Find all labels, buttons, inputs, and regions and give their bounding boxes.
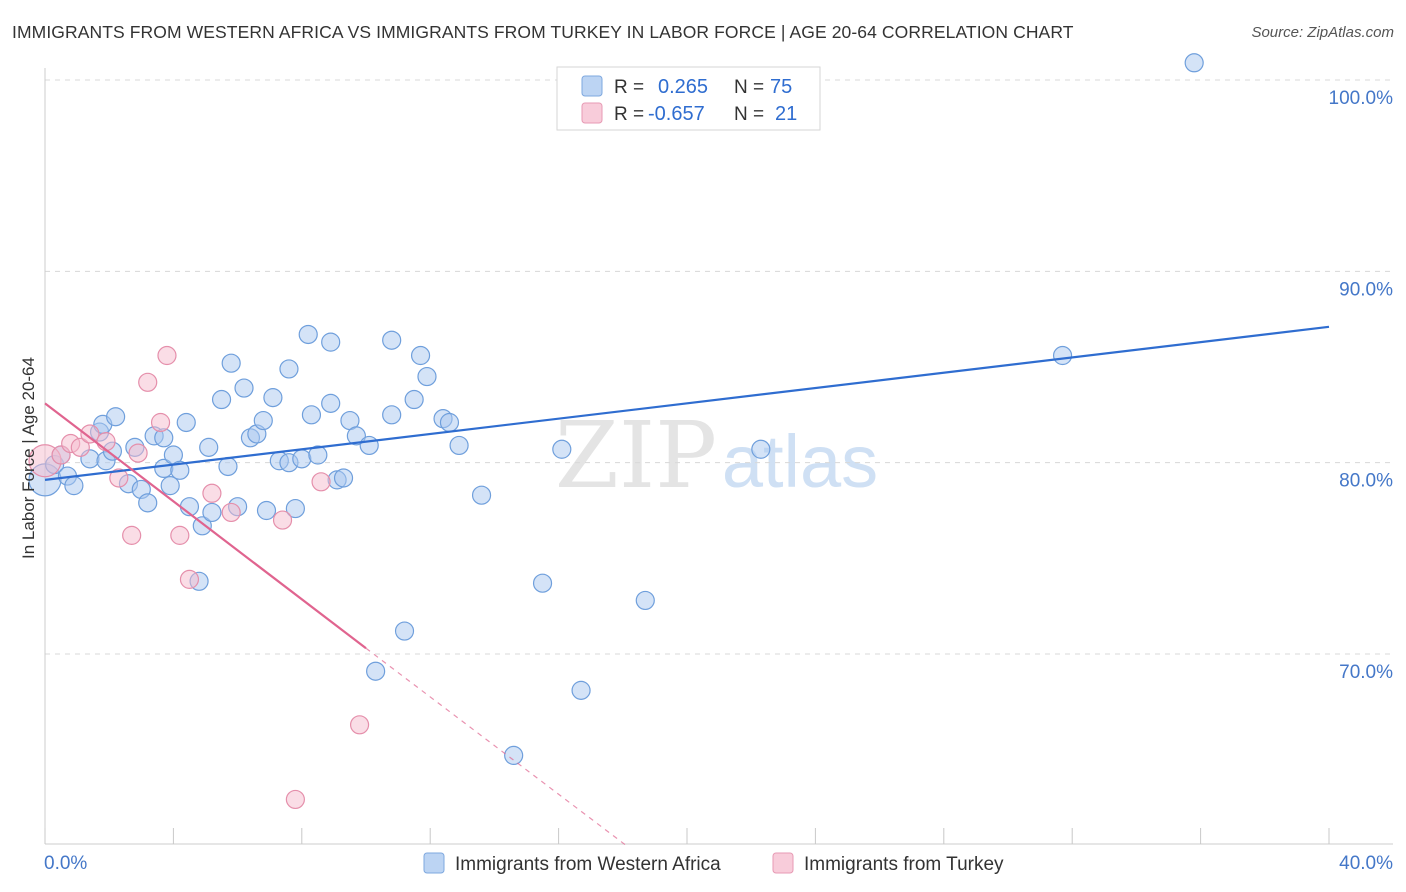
bottom-legend-label-western-africa: Immigrants from Western Africa: [455, 854, 721, 875]
turkey-point-19: [349, 715, 370, 735]
bottom-legend-swatch-turkey: [772, 852, 794, 874]
legend-swatch-western-africa: [581, 75, 603, 97]
western-africa-point-48: [333, 468, 354, 488]
turkey-point-7: [122, 525, 142, 545]
watermark-zip: ZIP: [555, 402, 717, 509]
trend-line-western-africa: [44, 325, 1330, 481]
western-africa-point-46: [321, 393, 341, 413]
western-africa-point-65: [552, 439, 572, 459]
western-africa-point-52: [366, 661, 386, 681]
legend-n-label-1: N =: [734, 77, 764, 98]
western-africa-point-21: [176, 412, 196, 433]
turkey-point-6: [109, 468, 129, 488]
western-africa-point-18: [160, 476, 180, 496]
y-tick-labels: 70.0% 80.0% 90.0% 100.0%: [1329, 88, 1394, 683]
western-africa-point-25: [199, 437, 219, 457]
turkey-point-9: [138, 372, 158, 392]
western-africa-point-20: [170, 460, 190, 480]
y-tick-label-2: 90.0%: [1339, 279, 1393, 300]
western-africa-point-26: [202, 502, 222, 523]
turkey-point-3: [70, 437, 90, 457]
western-africa-point-40: [285, 498, 305, 519]
bottom-legend-label-turkey: Immigrants from Turkey: [804, 854, 1004, 875]
western-africa-point-10: [106, 407, 126, 427]
y-tick-label-1: 80.0%: [1339, 471, 1393, 492]
western-africa-point-54: [382, 405, 402, 425]
western-africa-point-45: [321, 332, 341, 352]
western-africa-point-53: [382, 330, 402, 350]
western-africa-point-36: [263, 388, 283, 408]
y-tick-label-0: 70.0%: [1339, 662, 1393, 683]
western-africa-point-69: [1052, 345, 1073, 366]
western-africa-point-42: [298, 324, 318, 345]
western-africa-point-34: [253, 410, 273, 431]
legend: R = 0.265 N = 75 R = -0.657 N = 21: [556, 66, 821, 131]
turkey-point-14: [202, 483, 222, 503]
western-africa-point-67: [635, 590, 655, 611]
gridlines: [45, 79, 1393, 655]
turkey-point-11: [157, 345, 177, 366]
trend-lines: [44, 325, 1330, 846]
western-africa-point-60: [439, 412, 460, 433]
legend-swatch-turkey: [581, 102, 603, 124]
y-tick-label-3: 100.0%: [1329, 88, 1394, 109]
western-africa-point-61: [449, 435, 469, 456]
western-africa-point-57: [410, 345, 431, 366]
western-africa-point-68: [751, 439, 771, 459]
watermark-atlas: atlas: [722, 420, 878, 503]
western-africa-point-63: [504, 745, 524, 766]
western-africa-point-28: [218, 456, 238, 477]
x-tick-label-max: 40.0%: [1339, 853, 1393, 874]
turkey-point-13: [179, 569, 200, 589]
western-africa-point-56: [404, 389, 424, 410]
legend-r-value-2: -0.657: [648, 103, 705, 125]
western-africa-point-31: [234, 378, 254, 398]
western-africa-point-50: [346, 426, 366, 446]
turkey-point-10: [150, 412, 171, 433]
western-africa-point-58: [417, 366, 437, 387]
turkey-point-5: [96, 432, 116, 452]
chart-title: IMMIGRANTS FROM WESTERN AFRICA VS IMMIGR…: [12, 22, 1074, 42]
western-africa-point-4: [64, 476, 84, 496]
turkey-point-4: [80, 424, 100, 444]
turkey-point-16: [272, 510, 293, 530]
chart-source: Source: ZipAtlas.com: [1251, 24, 1394, 41]
legend-n-value-2: 21: [775, 103, 797, 125]
western-africa-point-70: [1184, 53, 1204, 73]
western-africa-point-44: [308, 445, 328, 465]
western-africa-point-38: [279, 359, 299, 379]
western-africa-point-43: [301, 405, 322, 425]
western-africa-point-29: [221, 353, 241, 373]
x-tick-label-min: 0.0%: [44, 853, 87, 874]
western-africa-point-62: [471, 485, 492, 505]
western-africa-point-41: [292, 449, 312, 469]
turkey-point-12: [170, 525, 190, 545]
trend-line-turkey: [44, 402, 367, 650]
watermark: ZIP atlas: [555, 402, 878, 509]
western-africa-point-35: [256, 500, 277, 521]
legend-n-label-2: N =: [734, 104, 764, 125]
western-africa-point-51: [359, 435, 379, 456]
bottom-legend-swatch-western-africa: [423, 852, 445, 874]
western-africa-point-64: [532, 573, 553, 593]
legend-r-label-1: R =: [614, 77, 644, 98]
turkey-point-17: [285, 789, 305, 810]
legend-n-value-1: 75: [770, 76, 792, 98]
western-africa-point-14: [138, 493, 158, 513]
series-turkey: [28, 345, 370, 810]
western-africa-point-55: [394, 621, 415, 641]
western-africa-point-27: [211, 389, 232, 410]
legend-r-value-1: 0.265: [658, 76, 708, 98]
western-africa-point-66: [571, 680, 591, 700]
y-axis-title: In Labor Force | Age 20-64: [19, 357, 38, 559]
legend-r-label-2: R =: [614, 104, 644, 125]
turkey-point-18: [311, 472, 331, 492]
bottom-legend: Immigrants from Western Africa Immigrant…: [423, 852, 1004, 875]
turkey-point-15: [221, 502, 241, 523]
trend-line-turkey-extension: [365, 647, 627, 846]
turkey-point-8: [128, 443, 148, 463]
